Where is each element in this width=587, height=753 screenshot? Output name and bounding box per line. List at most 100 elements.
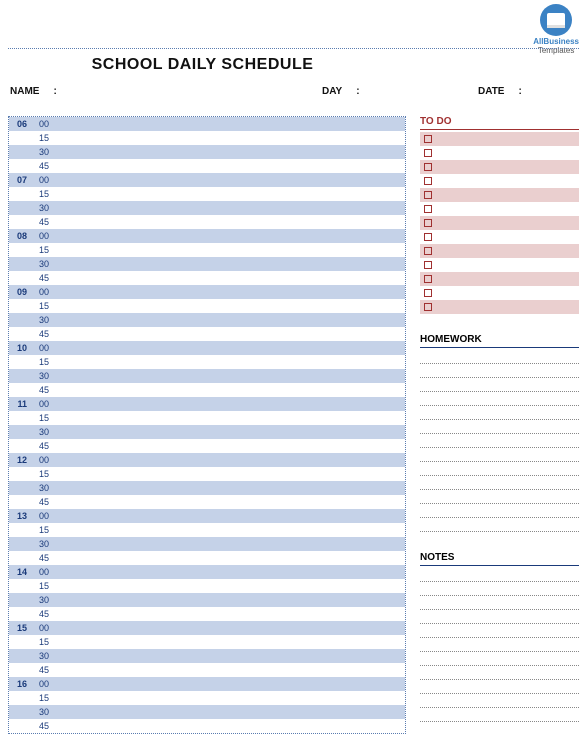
writing-line[interactable] [420,518,579,532]
schedule-row[interactable]: 15 [9,187,405,201]
schedule-row[interactable]: 30 [9,313,405,327]
checkbox-icon[interactable] [424,219,432,227]
todo-row[interactable] [420,230,579,244]
schedule-row[interactable]: 1400 [9,565,405,579]
schedule-row[interactable]: 45 [9,271,405,285]
todo-row[interactable] [420,216,579,230]
writing-line[interactable] [420,582,579,596]
writing-line[interactable] [420,666,579,680]
schedule-row[interactable]: 45 [9,383,405,397]
writing-line[interactable] [420,694,579,708]
todo-row[interactable] [420,132,579,146]
schedule-row[interactable]: 45 [9,327,405,341]
checkbox-icon[interactable] [424,233,432,241]
todo-row[interactable] [420,202,579,216]
schedule-row[interactable]: 1600 [9,677,405,691]
schedule-row[interactable]: 1000 [9,341,405,355]
schedule-row[interactable]: 15 [9,467,405,481]
todo-row[interactable] [420,146,579,160]
checkbox-icon[interactable] [424,177,432,185]
writing-line[interactable] [420,504,579,518]
schedule-row[interactable]: 0600 [9,117,405,131]
schedule-row[interactable]: 15 [9,355,405,369]
schedule-row[interactable]: 45 [9,439,405,453]
schedule-row[interactable]: 30 [9,649,405,663]
checkbox-icon[interactable] [424,163,432,171]
writing-line[interactable] [420,624,579,638]
todo-row[interactable] [420,160,579,174]
checkbox-icon[interactable] [424,289,432,297]
schedule-row[interactable]: 45 [9,607,405,621]
schedule-row[interactable]: 15 [9,691,405,705]
schedule-row[interactable]: 0700 [9,173,405,187]
writing-line[interactable] [420,568,579,582]
schedule-row[interactable]: 15 [9,523,405,537]
schedule-row[interactable]: 30 [9,705,405,719]
writing-line[interactable] [420,610,579,624]
writing-line[interactable] [420,708,579,722]
schedule-row[interactable]: 15 [9,411,405,425]
checkbox-icon[interactable] [424,191,432,199]
writing-line[interactable] [420,350,579,364]
schedule-row[interactable]: 45 [9,495,405,509]
schedule-row[interactable]: 15 [9,131,405,145]
schedule-row[interactable]: 0800 [9,229,405,243]
minute-cell: 30 [31,371,53,381]
schedule-row[interactable]: 45 [9,719,405,733]
writing-line[interactable] [420,476,579,490]
schedule-row[interactable]: 30 [9,145,405,159]
checkbox-icon[interactable] [424,303,432,311]
todo-row[interactable] [420,244,579,258]
writing-line[interactable] [420,462,579,476]
todo-row[interactable] [420,174,579,188]
minute-cell: 30 [31,595,53,605]
writing-line[interactable] [420,448,579,462]
writing-line[interactable] [420,652,579,666]
checkbox-icon[interactable] [424,275,432,283]
schedule-row[interactable]: 15 [9,299,405,313]
minute-cell: 15 [31,301,53,311]
schedule-row[interactable]: 1500 [9,621,405,635]
schedule-row[interactable]: 45 [9,663,405,677]
writing-line[interactable] [420,638,579,652]
schedule-row[interactable]: 30 [9,257,405,271]
writing-line[interactable] [420,596,579,610]
writing-line[interactable] [420,420,579,434]
schedule-row[interactable]: 45 [9,215,405,229]
todo-row[interactable] [420,300,579,314]
writing-line[interactable] [420,378,579,392]
schedule-row[interactable]: 15 [9,579,405,593]
writing-line[interactable] [420,364,579,378]
writing-line[interactable] [420,392,579,406]
schedule-row[interactable]: 30 [9,201,405,215]
checkbox-icon[interactable] [424,135,432,143]
todo-row[interactable] [420,258,579,272]
minute-cell: 30 [31,539,53,549]
schedule-row[interactable]: 15 [9,243,405,257]
todo-row[interactable] [420,286,579,300]
schedule-row[interactable]: 1200 [9,453,405,467]
schedule-row[interactable]: 30 [9,537,405,551]
minute-cell: 15 [31,469,53,479]
todo-row[interactable] [420,188,579,202]
schedule-row[interactable]: 1100 [9,397,405,411]
schedule-row[interactable]: 30 [9,369,405,383]
schedule-row[interactable]: 15 [9,635,405,649]
writing-line[interactable] [420,434,579,448]
schedule-row[interactable]: 0900 [9,285,405,299]
schedule-row[interactable]: 30 [9,481,405,495]
schedule-row[interactable]: 45 [9,551,405,565]
checkbox-icon[interactable] [424,149,432,157]
minute-cell: 30 [31,259,53,269]
schedule-row[interactable]: 30 [9,593,405,607]
schedule-row[interactable]: 30 [9,425,405,439]
todo-row[interactable] [420,272,579,286]
checkbox-icon[interactable] [424,261,432,269]
writing-line[interactable] [420,490,579,504]
checkbox-icon[interactable] [424,205,432,213]
schedule-row[interactable]: 1300 [9,509,405,523]
schedule-row[interactable]: 45 [9,159,405,173]
checkbox-icon[interactable] [424,247,432,255]
writing-line[interactable] [420,406,579,420]
writing-line[interactable] [420,680,579,694]
